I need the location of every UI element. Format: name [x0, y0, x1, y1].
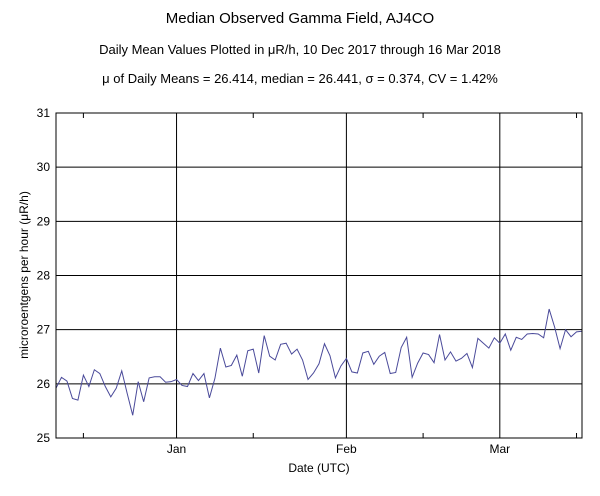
y-axis-label: microroentgens per hour (μR/h) — [17, 191, 31, 359]
y-tick-labels: 25 26 27 28 29 30 31 — [37, 106, 51, 445]
y-tick-label: 30 — [37, 160, 51, 174]
y-tick-label: 26 — [37, 377, 51, 391]
chart-stats-line: μ of Daily Means = 26.414, median = 26.4… — [102, 71, 498, 86]
y-tick-label: 25 — [37, 431, 51, 445]
y-tick-label: 27 — [37, 323, 51, 337]
x-tick-label: Feb — [336, 442, 357, 456]
x-tick-labels: Jan Feb Mar — [167, 442, 510, 456]
chart-title: Median Observed Gamma Field, AJ4CO — [165, 10, 435, 27]
y-tick-label: 28 — [37, 269, 51, 283]
plot-frame — [55, 112, 583, 439]
y-tick-label: 29 — [37, 214, 51, 228]
x-axis-label: Date (UTC) — [288, 461, 349, 475]
minor-x-ticks — [82, 113, 578, 438]
x-tick-label: Jan — [167, 442, 186, 456]
grid-lines — [56, 112, 582, 439]
x-tick-label: Mar — [489, 442, 510, 456]
y-tick-label: 31 — [37, 106, 51, 120]
series-line — [55, 308, 583, 416]
chart-subtitle: Daily Mean Values Plotted in μR/h, 10 De… — [99, 42, 501, 57]
